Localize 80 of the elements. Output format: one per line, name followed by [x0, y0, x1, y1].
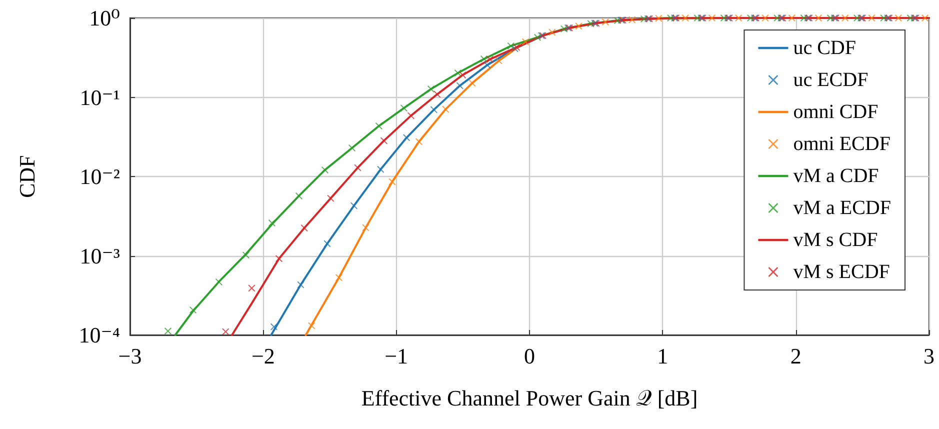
point: [480, 55, 488, 62]
point: [484, 62, 491, 69]
point: [362, 224, 370, 232]
point: [388, 178, 396, 186]
point: [826, 14, 834, 22]
point: [454, 70, 462, 77]
point: [403, 134, 410, 142]
x-tick-label: 0: [524, 344, 535, 368]
point: [300, 224, 308, 232]
point: [327, 194, 334, 202]
point: [321, 166, 328, 174]
point: [894, 14, 902, 22]
point: [495, 57, 502, 64]
point: [548, 28, 556, 36]
point: [522, 38, 530, 46]
y-tick-label: 10⁻³: [80, 243, 120, 268]
point: [682, 14, 689, 22]
point: [814, 14, 822, 22]
legend-label: uc ECDF: [793, 69, 868, 91]
point: [430, 106, 438, 114]
point: [842, 14, 849, 22]
point: [324, 240, 331, 248]
point: [459, 71, 466, 78]
point: [297, 281, 304, 288]
x-tick-label: −2: [251, 344, 275, 368]
point: [248, 284, 256, 292]
point: [375, 122, 382, 130]
point: [270, 323, 278, 330]
legend-label: vM s CDF: [793, 229, 878, 251]
legend-label: vM s ECDF: [793, 261, 890, 283]
point: [407, 112, 414, 120]
point: [335, 274, 342, 282]
y-tick-label: 10⁻²: [80, 164, 120, 189]
legend-label: vM a ECDF: [793, 197, 892, 219]
point: [164, 328, 172, 335]
x-axis-title: Effective Channel Power Gain 𝒬 [dB]: [361, 386, 698, 410]
point: [348, 144, 356, 152]
point: [655, 14, 662, 22]
point: [222, 328, 230, 336]
x-tick-label: −1: [384, 344, 408, 368]
point: [350, 202, 358, 210]
point: [708, 14, 716, 22]
point: [295, 192, 302, 200]
y-axis-title: CDF: [14, 155, 40, 198]
legend-label: uc CDF: [793, 37, 856, 59]
point: [575, 22, 582, 30]
point: [242, 252, 250, 259]
y-tick-label: 10⁻⁴: [78, 322, 120, 348]
point: [486, 56, 494, 63]
point: [189, 306, 196, 314]
point: [380, 137, 388, 144]
point: [268, 219, 276, 226]
x-tick-label: −3: [118, 344, 142, 368]
point: [720, 14, 728, 22]
y-tick-label: 10⁻¹: [80, 84, 120, 110]
x-tick-label: 2: [790, 344, 802, 368]
y-tick-label: 10⁰: [89, 6, 120, 30]
point: [442, 106, 450, 113]
point: [735, 14, 742, 22]
legend-label: vM a CDF: [793, 165, 879, 187]
point: [434, 90, 441, 98]
point: [427, 86, 434, 93]
point: [354, 164, 362, 172]
point: [377, 166, 384, 173]
legend-label: omni ECDF: [793, 133, 890, 155]
point: [415, 138, 422, 146]
x-tick-label: 3: [924, 344, 934, 368]
point: [215, 278, 222, 286]
point: [468, 80, 476, 87]
x-tick-label: 1: [657, 344, 668, 368]
point: [507, 42, 514, 50]
point: [276, 255, 283, 262]
point: [400, 104, 408, 112]
point: [308, 322, 316, 330]
point: [602, 18, 609, 26]
point: [534, 34, 541, 41]
point: [788, 14, 796, 22]
legend-label: omni CDF: [793, 101, 878, 123]
point: [922, 14, 929, 22]
point: [456, 82, 464, 90]
